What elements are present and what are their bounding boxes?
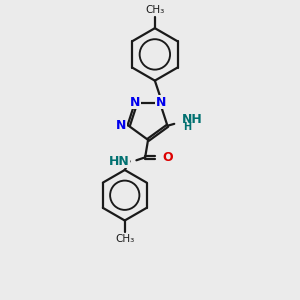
Text: N: N (130, 95, 140, 109)
Text: CH₃: CH₃ (115, 234, 134, 244)
Text: N: N (116, 119, 127, 132)
Text: N: N (156, 95, 166, 109)
Text: HN: HN (109, 155, 130, 168)
Text: NH: NH (182, 113, 203, 127)
Text: O: O (163, 151, 173, 164)
Text: H: H (183, 122, 191, 132)
Text: CH₃: CH₃ (145, 4, 164, 15)
